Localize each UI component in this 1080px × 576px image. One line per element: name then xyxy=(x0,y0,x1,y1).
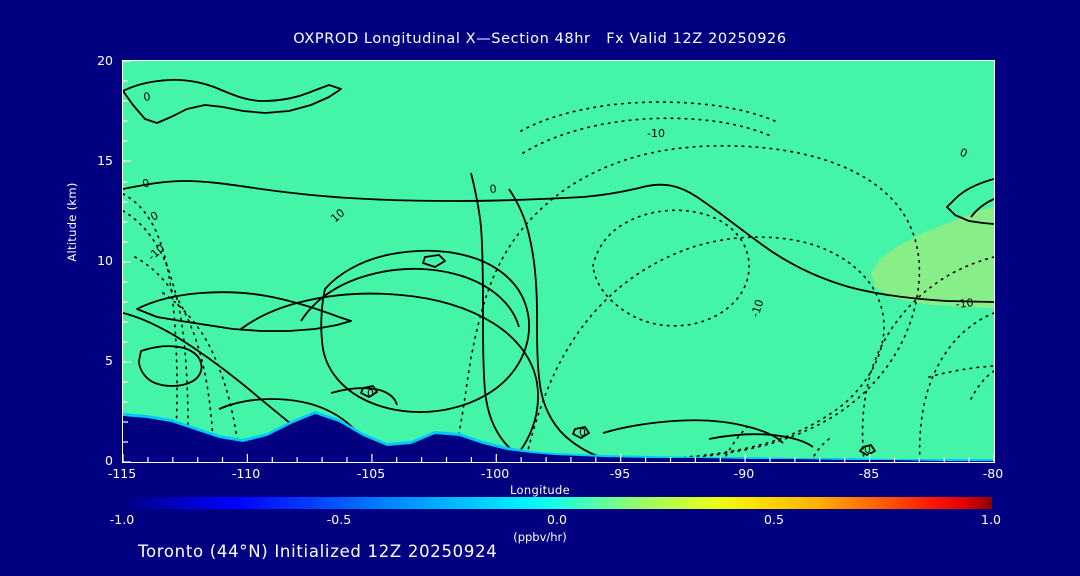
svg-text:-10: -10 xyxy=(647,127,665,140)
xtick--90: -90 xyxy=(733,466,755,481)
field-positive-patch xyxy=(871,206,994,308)
xtick--95: -95 xyxy=(609,466,631,481)
colorbar-tick-1.0: 1.0 xyxy=(981,512,1001,527)
svg-text:0: 0 xyxy=(367,387,374,400)
y-axis-label: Altitude (km) xyxy=(65,182,79,262)
colorbar-tick-0.5: 0.5 xyxy=(764,512,784,527)
contour-field: 0 0 0 10 -10 0 -10 -10 0 -10 0 0 0 xyxy=(123,61,994,462)
xtick--100: -100 xyxy=(480,466,510,481)
xtick--85: -85 xyxy=(858,466,880,481)
x-axis-label: Longitude xyxy=(510,483,570,497)
svg-text:0: 0 xyxy=(958,146,969,161)
cross-section-plot: 0 0 0 10 -10 0 -10 -10 0 -10 0 0 0 xyxy=(122,60,995,463)
colorbar-tick-0.0: 0.0 xyxy=(547,512,567,527)
ytick-20: 20 xyxy=(97,53,113,68)
ytick-0: 0 xyxy=(105,453,113,468)
svg-text:0: 0 xyxy=(143,90,152,104)
svg-text:0: 0 xyxy=(579,426,586,439)
contour-solid-group xyxy=(123,78,994,462)
svg-text:0: 0 xyxy=(489,182,497,196)
colorbar-tick--1.0: -1.0 xyxy=(109,512,135,527)
field-neutral-fill xyxy=(123,61,994,462)
colorbar-unit-label: (ppbv/hr) xyxy=(513,530,567,544)
page-title: OXPROD Longitudinal X—Section 48hr Fx Va… xyxy=(293,31,787,47)
xtick--115: -115 xyxy=(107,466,137,481)
svg-text:0: 0 xyxy=(864,443,871,456)
ytick-5: 5 xyxy=(105,353,113,368)
xtick--80: -80 xyxy=(982,466,1004,481)
ytick-10: 10 xyxy=(97,253,113,268)
ytick-15: 15 xyxy=(97,153,113,168)
xtick--110: -110 xyxy=(231,466,261,481)
svg-text:-10: -10 xyxy=(955,296,974,311)
xtick--105: -105 xyxy=(356,466,386,481)
terrain-mask xyxy=(123,414,994,462)
colorbar-tick--0.5: -0.5 xyxy=(326,512,352,527)
tick-marks xyxy=(123,61,994,462)
colorbar-gradient xyxy=(122,497,992,509)
svg-text:-10: -10 xyxy=(748,298,766,319)
caption: Toronto (44°N) Initialized 12Z 20250924 xyxy=(138,542,498,561)
colorbar xyxy=(122,497,992,509)
svg-text:0: 0 xyxy=(141,176,152,191)
